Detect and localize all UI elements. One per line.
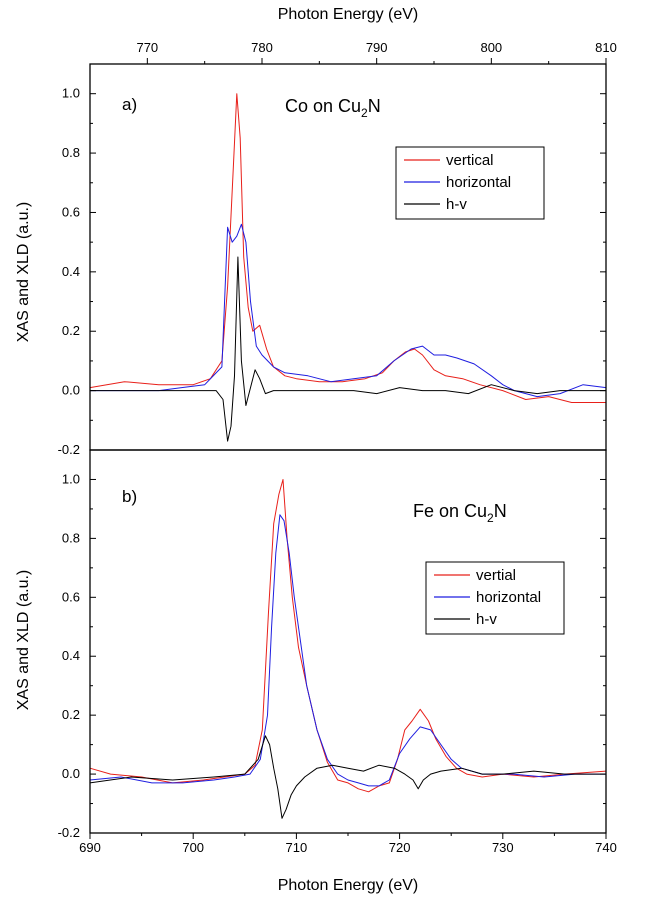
y-tick-label-b: 0.8 xyxy=(62,530,80,545)
y-tick-label-b: 0.6 xyxy=(62,589,80,604)
legend-label-b: horizontal xyxy=(476,589,541,606)
x-tick-label-a: 790 xyxy=(366,40,388,55)
y-axis-title-b: XAS and XLD (a.u.) xyxy=(15,570,32,711)
y-tick-label-a: -0.2 xyxy=(58,442,80,457)
y-tick-label-b: 0.2 xyxy=(62,707,80,722)
series-line-b-vertial xyxy=(89,479,607,793)
y-tick-label-a: 0.2 xyxy=(62,323,80,338)
series-line-b-horizontal xyxy=(89,514,606,787)
x-tick-label-b: 700 xyxy=(182,840,204,855)
legend-label-b: h-v xyxy=(476,611,497,628)
x-tick-label-a: 810 xyxy=(595,40,617,55)
x-tick-label-a: 780 xyxy=(251,40,273,55)
series-line-a-vertical xyxy=(89,93,606,403)
y-tick-label-b: 1.0 xyxy=(62,471,80,486)
legend-label-a: h-v xyxy=(446,196,467,213)
series-line-b-h-v xyxy=(89,735,606,819)
y-tick-label-b: 0.4 xyxy=(62,648,80,663)
top-x-axis-title: Photon Energy (eV) xyxy=(278,6,419,23)
x-tick-label-b: 690 xyxy=(79,840,101,855)
x-tick-label-a: 770 xyxy=(136,40,158,55)
y-tick-label-a: 0.4 xyxy=(62,264,80,279)
x-tick-label-b: 710 xyxy=(286,840,308,855)
y-tick-label-a: 1.0 xyxy=(62,86,80,101)
y-tick-label-a: 0.6 xyxy=(62,204,80,219)
x-tick-label-b: 740 xyxy=(595,840,617,855)
series-line-a-h-v xyxy=(90,256,606,442)
bottom-x-axis-title: Photon Energy (eV) xyxy=(278,877,419,894)
y-tick-label-a: 0.8 xyxy=(62,145,80,160)
panel-label-a: a) xyxy=(122,95,137,114)
legend-label-b: vertial xyxy=(476,567,516,584)
y-tick-label-b: 0.0 xyxy=(62,766,80,781)
legend-box-a xyxy=(395,146,545,220)
x-tick-label-b: 730 xyxy=(492,840,514,855)
x-tick-label-a: 800 xyxy=(480,40,502,55)
x-tick-label-b: 720 xyxy=(389,840,411,855)
panel-label-b: b) xyxy=(122,487,137,506)
y-tick-label-b: -0.2 xyxy=(58,825,80,840)
legend-label-a: vertical xyxy=(446,152,494,169)
series-line-a-horizontal xyxy=(90,223,607,398)
y-tick-label-a: 0.0 xyxy=(62,383,80,398)
panel-title-a: Co on Cu2N xyxy=(285,96,381,120)
y-axis-title-a: XAS and XLD (a.u.) xyxy=(15,202,32,343)
panel-title-b: Fe on Cu2N xyxy=(413,501,507,525)
legend-box-b xyxy=(425,561,565,635)
legend-label-a: horizontal xyxy=(446,174,511,191)
